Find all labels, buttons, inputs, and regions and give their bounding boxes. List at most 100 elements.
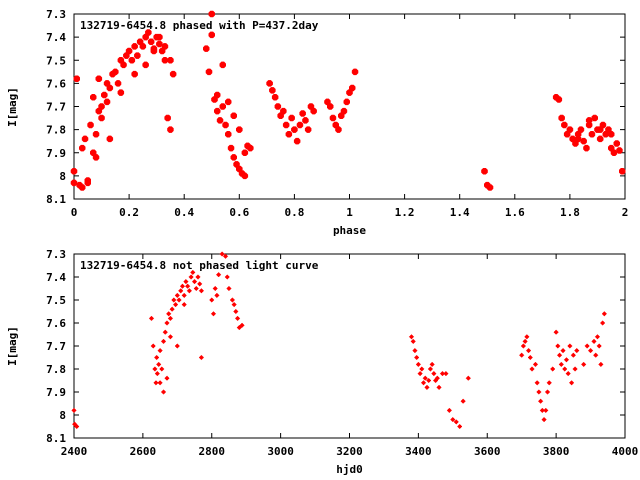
data-point <box>457 423 463 430</box>
data-point <box>537 398 544 404</box>
data-point <box>73 75 80 82</box>
data-point <box>131 70 138 78</box>
data-point <box>520 343 527 349</box>
data-point <box>618 168 626 175</box>
data-point <box>585 121 593 129</box>
data-point <box>148 315 155 322</box>
x-tick-label: 1.6 <box>505 206 525 219</box>
data-point <box>203 45 210 52</box>
data-point <box>343 98 351 106</box>
data-point <box>293 137 301 145</box>
data-point <box>450 416 456 423</box>
data-point <box>234 315 241 322</box>
data-point <box>567 343 573 349</box>
data-point <box>230 112 237 119</box>
data-point <box>157 347 163 354</box>
data-point <box>164 114 171 122</box>
data-point <box>408 334 415 340</box>
data-point <box>216 117 224 124</box>
data-point <box>340 107 348 115</box>
data-point <box>181 292 187 299</box>
data-point <box>550 366 556 372</box>
data-point <box>329 114 337 122</box>
data-point <box>87 121 94 129</box>
data-point <box>553 329 559 335</box>
x-tick-label: 4000 <box>612 445 639 458</box>
data-point <box>222 253 229 259</box>
data-point <box>304 126 312 133</box>
data-point <box>296 121 304 129</box>
data-point <box>95 75 103 82</box>
data-point <box>161 43 169 50</box>
data-point <box>519 352 525 358</box>
data-point <box>583 144 590 152</box>
data-point <box>225 98 232 106</box>
data-point <box>412 347 418 354</box>
data-point <box>227 144 235 152</box>
x-tick-label: 3000 <box>267 445 294 458</box>
data-point <box>231 301 237 308</box>
x-tick-label: 3600 <box>474 445 501 458</box>
x-tick-label: 0.2 <box>119 206 139 219</box>
data-point <box>422 375 428 381</box>
data-point <box>271 94 279 101</box>
data-point <box>139 43 147 50</box>
data-point <box>616 147 623 154</box>
data-point <box>460 398 466 404</box>
data-point <box>560 347 566 354</box>
data-point <box>351 68 359 76</box>
data-point <box>79 144 86 152</box>
data-point <box>598 361 604 368</box>
data-point <box>302 117 309 124</box>
data-point <box>566 126 574 133</box>
data-point <box>524 334 530 340</box>
data-point <box>150 343 156 349</box>
x-tick-label: 3400 <box>405 445 432 458</box>
data-point <box>186 288 193 294</box>
data-point <box>222 121 229 129</box>
data-point <box>568 380 575 386</box>
data-point <box>486 184 494 191</box>
data-point <box>169 70 177 78</box>
data-point <box>190 269 196 276</box>
data-point <box>562 366 568 372</box>
data-point <box>413 354 420 361</box>
data-point <box>193 285 199 292</box>
x-tick-label: 0.4 <box>174 206 194 219</box>
data-point <box>195 274 201 280</box>
y-tick-label: 8 <box>59 170 66 183</box>
data-point <box>266 80 273 87</box>
data-point <box>239 322 245 328</box>
data-point <box>285 131 293 138</box>
data-point <box>541 416 547 423</box>
data-point <box>335 126 342 133</box>
data-point <box>162 329 168 335</box>
y-tick-label: 7.4 <box>46 31 66 44</box>
data-point <box>326 103 334 110</box>
x-axis-label: hjd0 <box>336 463 363 476</box>
data-point <box>128 56 136 64</box>
data-point <box>591 338 597 345</box>
x-tick-label: 1.2 <box>395 206 415 219</box>
data-point <box>310 107 317 115</box>
y-tick-label: 8 <box>59 409 66 422</box>
data-point <box>236 324 242 331</box>
data-point <box>176 297 182 303</box>
data-point <box>525 347 532 354</box>
y-tick-label: 7.7 <box>46 101 66 114</box>
data-point <box>230 154 237 161</box>
data-point <box>426 377 432 384</box>
data-point <box>167 334 174 340</box>
data-point <box>74 423 80 430</box>
data-point <box>167 126 174 133</box>
data-point <box>98 114 105 122</box>
data-point <box>427 366 434 372</box>
data-point <box>81 135 89 143</box>
data-point <box>174 292 180 299</box>
data-point <box>241 149 249 156</box>
data-point <box>171 297 177 303</box>
data-point <box>607 131 615 138</box>
x-tick-label: 2 <box>622 206 629 219</box>
data-point <box>596 135 604 143</box>
x-axis-label: phase <box>333 224 366 237</box>
